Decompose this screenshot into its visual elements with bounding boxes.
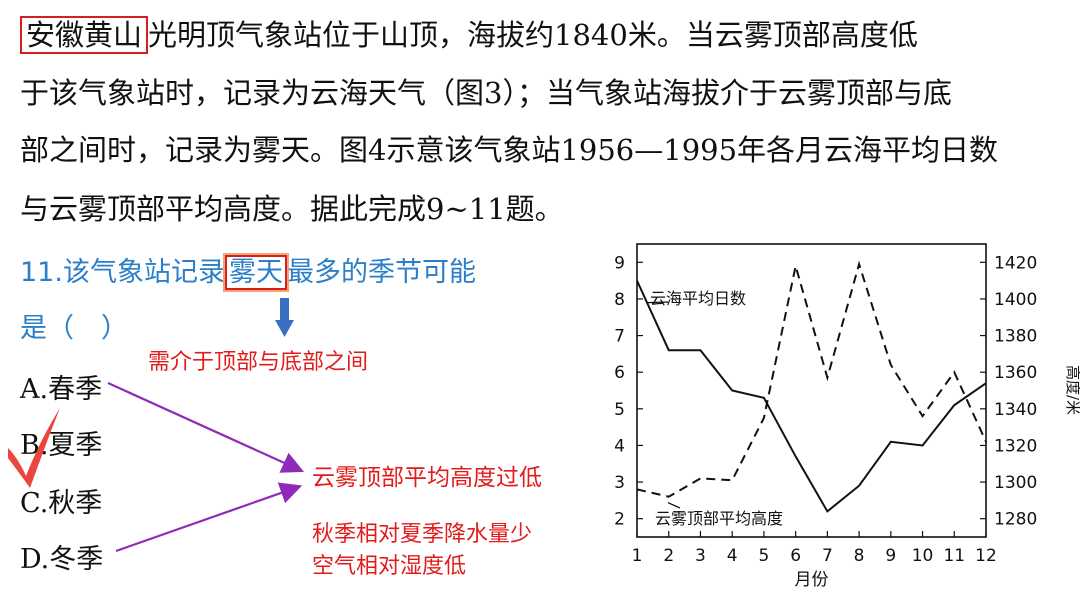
series-line-cloud-top-height — [636, 260, 987, 498]
y-right-tick-label: 1420 — [994, 253, 1037, 273]
annotation-note-3a: 秋季相对夏季降水量少 — [312, 522, 533, 547]
x-tick-label: 1 — [632, 546, 643, 566]
x-tick-label: 12 — [975, 546, 997, 566]
x-tick-label: 4 — [727, 546, 738, 566]
x-tick-label: 6 — [790, 546, 801, 566]
y-right-tick-label: 1340 — [994, 400, 1037, 420]
y-right-tick-label: 1320 — [994, 436, 1037, 456]
x-tick-label: 10 — [912, 546, 934, 566]
y-right-tick-label: 1280 — [994, 510, 1037, 530]
y-left-tick-label: 7 — [614, 327, 625, 347]
annotation-note-1: 需介于顶部与底部之间 — [148, 350, 369, 375]
y-left-tick-label: 4 — [614, 436, 625, 456]
passage-line-4: 与云雾顶部平均高度。据此完成9~11题。 — [20, 192, 564, 226]
series-label-cloud-sea-days: 云海平均日数 — [650, 289, 746, 308]
y-left-tick-label: 3 — [614, 473, 625, 493]
y-left-tick-label: 9 — [614, 253, 625, 273]
y-left-tick-label: 2 — [614, 510, 625, 530]
passage-line-2: 于该气象站时，记录为云海天气（图3）；当气象站海拔介于云雾顶部与底 — [20, 76, 952, 110]
y-right-tick-label: 1380 — [994, 327, 1037, 347]
series-label-leader — [667, 502, 681, 509]
y-right-tick-label: 1360 — [994, 363, 1037, 383]
y-right-axis-title: 高度/米 — [1064, 365, 1080, 415]
series-line-cloud-sea-days — [636, 280, 987, 513]
x-tick-label: 5 — [758, 546, 769, 566]
question-line-1: 11.该气象站记录 雾天 最多的季节可能 — [20, 253, 476, 292]
y-right-tick-label: 1400 — [994, 290, 1037, 310]
x-tick-label: 7 — [822, 546, 833, 566]
question-line-2: 是（ ） — [20, 313, 128, 344]
plot-frame — [636, 243, 987, 538]
x-axis-title: 月份 — [795, 570, 829, 590]
location-highlight: 安徽黄山 — [20, 16, 149, 54]
y-left-tick-label: 5 — [614, 400, 625, 420]
passage-line-1: 安徽黄山 光明顶气象站位于山顶，海拔约1840米。当云雾顶部高度低 — [20, 6, 1065, 64]
option-d[interactable]: D.冬季 — [20, 544, 104, 575]
option-a[interactable]: A.春季 — [20, 374, 103, 405]
x-tick-label: 2 — [663, 546, 674, 566]
x-tick-label: 3 — [695, 546, 706, 566]
fog-highlight: 雾天 — [222, 253, 289, 292]
passage-line-3: 部之间时，记录为雾天。图4示意该气象站1956—1995年各月云海平均日数 — [20, 133, 999, 167]
y-left-tick-label: 6 — [614, 363, 625, 383]
x-tick-label: 9 — [885, 546, 896, 566]
series-label-leader — [647, 301, 669, 304]
annotation-note-3b: 空气相对湿度低 — [312, 554, 467, 579]
annotation-note-2: 云雾顶部平均高度过低 — [312, 465, 542, 491]
y-left-tick-label: 8 — [614, 290, 625, 310]
y-right-tick-label: 1300 — [994, 473, 1037, 493]
x-tick-label: 8 — [854, 546, 865, 566]
option-c[interactable]: C.秋季 — [20, 488, 103, 519]
series-label-cloud-top-height: 云雾顶部平均高度 — [655, 509, 783, 528]
x-tick-label: 11 — [943, 546, 965, 566]
